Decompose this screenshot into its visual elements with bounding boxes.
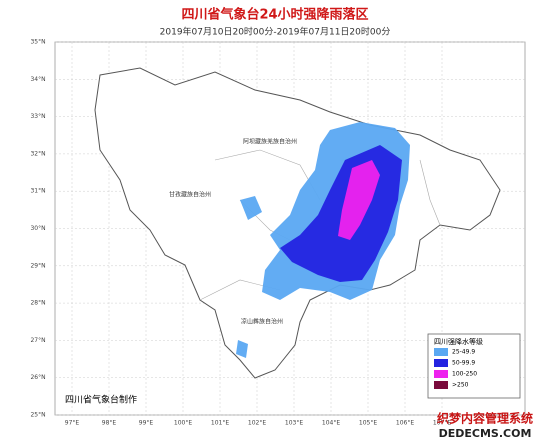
title: 四川省气象台24小时强降雨落区 <box>181 7 368 23</box>
region-label: 甘孜藏族自治州 <box>169 191 211 199</box>
legend-label: 50-99.9 <box>452 360 475 367</box>
lon-label: 101°E <box>211 420 229 427</box>
legend-label: 25-49.9 <box>452 349 475 356</box>
legend-swatch <box>434 381 448 389</box>
legend-swatch <box>434 348 448 356</box>
lon-label: 107°E <box>433 420 451 427</box>
lon-label: 104°E <box>322 420 340 427</box>
lat-label: 27°N <box>30 337 45 344</box>
lon-label: 106°E <box>396 420 414 427</box>
lon-label: 97°E <box>65 420 80 427</box>
rain-area <box>338 160 380 240</box>
legend-label: >250 <box>452 382 469 389</box>
lon-label: 102°E <box>248 420 266 427</box>
region-label: 凉山彝族自治州 <box>241 318 283 326</box>
region-label: 阿坝藏族羌族自治州 <box>243 138 297 146</box>
rain-areas <box>236 122 410 358</box>
lat-label: 29°N <box>30 262 45 269</box>
watermark-title: 织梦内容管理系统 <box>437 411 533 426</box>
lat-label: 26°N <box>30 374 45 381</box>
lat-label: 34°N <box>30 76 45 83</box>
subtitle: 2019年07月10日20时00分-2019年07月11日20时00分 <box>160 26 391 38</box>
rain-area <box>240 196 262 220</box>
lon-label: 100°E <box>174 420 192 427</box>
lat-label: 25°N <box>30 412 45 419</box>
lon-label: 99°E <box>139 420 154 427</box>
lat-label: 28°N <box>30 300 45 307</box>
lat-label: 30°N <box>30 225 45 232</box>
lat-label: 35°N <box>30 39 45 46</box>
legend-swatch <box>434 359 448 367</box>
lon-label: 103°E <box>285 420 303 427</box>
lon-label: 105°E <box>359 420 377 427</box>
lat-label: 31°N <box>30 188 45 195</box>
lat-label: 32°N <box>30 150 45 157</box>
legend-title: 四川强降水等级 <box>434 337 483 346</box>
legend-swatch <box>434 370 448 378</box>
watermark-url: DEDECMS.COM <box>439 427 532 440</box>
footer: 四川省气象台制作 <box>65 394 137 406</box>
legend: 四川强降水等级 25-49.9 50-99.9 100-250 >250 <box>427 333 521 399</box>
lon-label: 98°E <box>102 420 117 427</box>
rain-area <box>236 340 248 358</box>
lat-label: 33°N <box>30 113 45 120</box>
legend-label: 100-250 <box>452 371 477 378</box>
